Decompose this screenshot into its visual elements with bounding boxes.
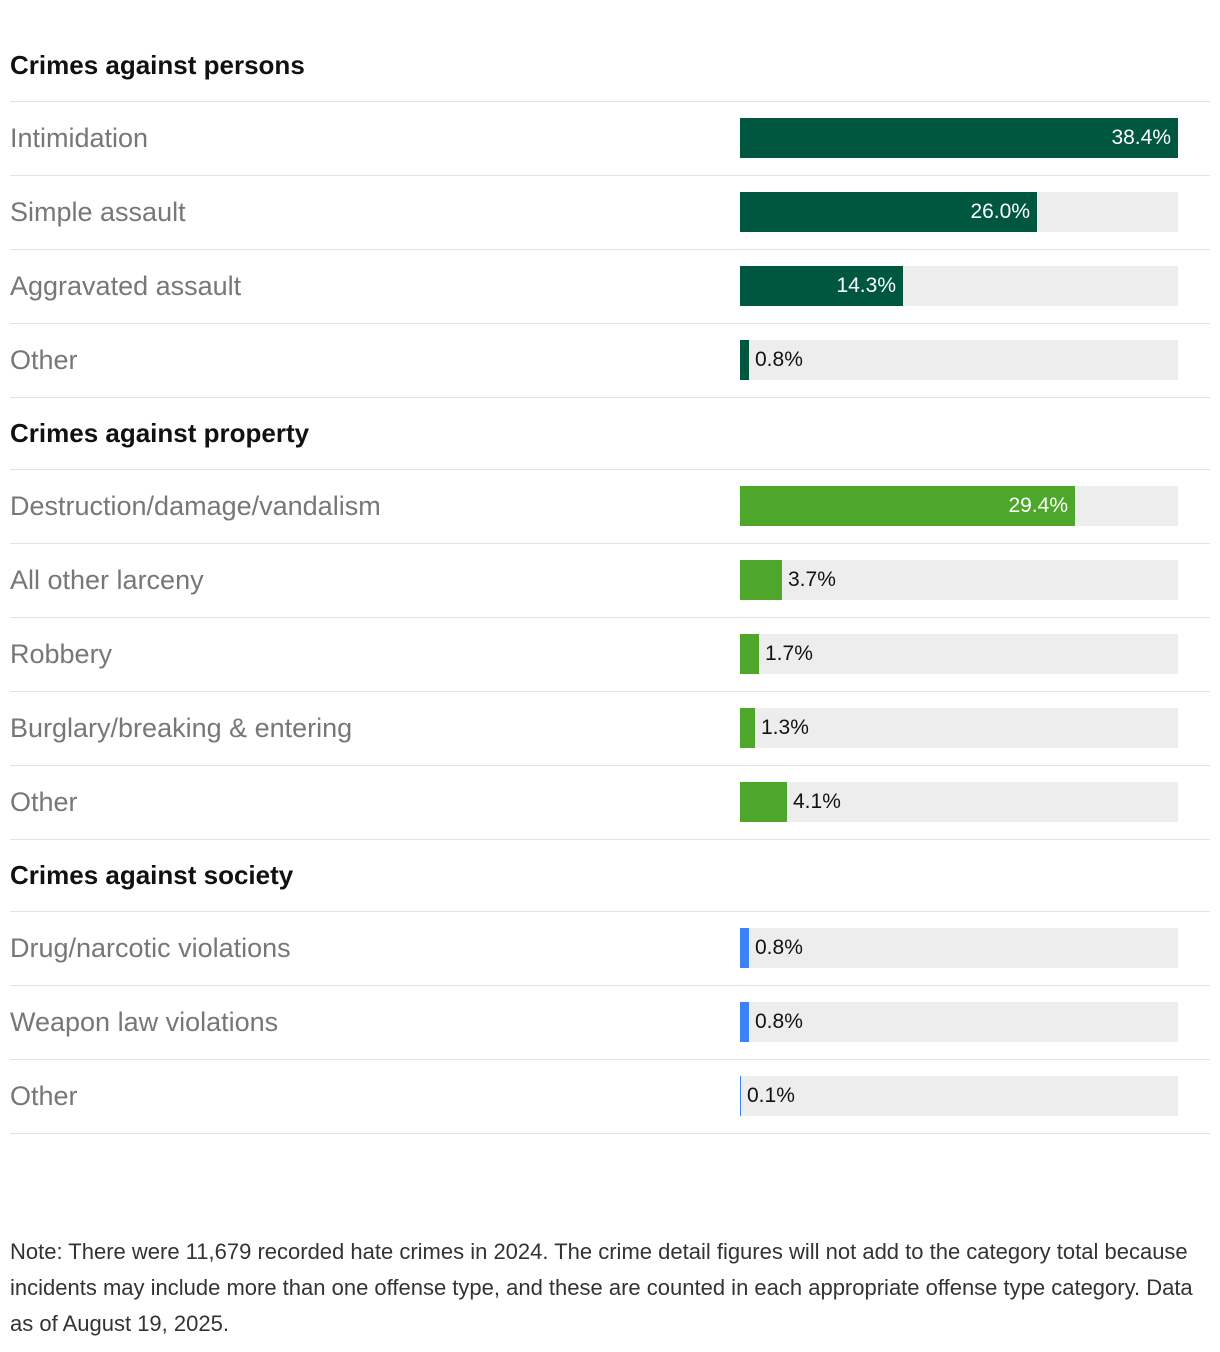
bar-row: Burglary/breaking & entering 1.3% <box>10 692 1210 766</box>
bar-track: 26.0% <box>740 192 1178 232</box>
bar-fill <box>740 928 749 968</box>
bar-row: Intimidation 38.4% <box>10 102 1210 176</box>
bar-fill <box>740 634 759 674</box>
bar-value-label: 29.4% <box>1008 494 1068 517</box>
bar-label: Other <box>10 1081 78 1111</box>
bar-fill <box>740 782 787 822</box>
bar-label: Intimidation <box>10 123 149 153</box>
group-title: Crimes against society <box>10 840 1210 912</box>
bar-value-label: 0.1% <box>747 1084 795 1107</box>
bar-row: Destruction/damage/vandalism 29.4% <box>10 470 1210 544</box>
bar-fill <box>740 340 749 380</box>
bar-chart: Crimes against persons Intimidation 38.4% S… <box>10 30 1210 1134</box>
bar-fill <box>740 266 903 306</box>
bar-track: 4.1% <box>740 782 1178 822</box>
chart-note: Note: There were 11,679 recorded hate cr… <box>10 1239 1193 1336</box>
bar-track: 0.8% <box>740 928 1178 968</box>
group-title: Crimes against persons <box>10 30 1210 102</box>
bar-row: Other 4.1% <box>10 766 1210 840</box>
bar-track: 0.8% <box>740 1002 1178 1042</box>
bar-label: Aggravated assault <box>10 271 242 301</box>
bar-label: Other <box>10 787 78 817</box>
bar-track: 38.4% <box>740 118 1178 158</box>
bar-fill <box>740 708 755 748</box>
bar-label: Other <box>10 345 78 375</box>
bar-track: 1.3% <box>740 708 1178 748</box>
bar-value-label: 26.0% <box>970 200 1030 223</box>
bar-label: All other larceny <box>10 565 204 595</box>
bar-track: 0.8% <box>740 340 1178 380</box>
bar-value-label: 0.8% <box>755 936 803 959</box>
bar-track: 3.7% <box>740 560 1178 600</box>
bar-row: All other larceny 3.7% <box>10 544 1210 618</box>
bar-fill <box>740 1076 741 1116</box>
bar-fill <box>740 1002 749 1042</box>
bar-label: Robbery <box>10 639 113 669</box>
bar-fill <box>740 486 1075 526</box>
bar-value-label: 0.8% <box>755 348 803 371</box>
bar-value-label: 3.7% <box>788 568 836 591</box>
bar-fill <box>740 192 1037 232</box>
bar-label: Burglary/breaking & entering <box>10 713 353 743</box>
bar-label: Weapon law violations <box>10 1007 279 1037</box>
bar-row: Robbery 1.7% <box>10 618 1210 692</box>
bar-value-label: 1.3% <box>761 716 809 739</box>
bar-row: Simple assault 26.0% <box>10 176 1210 250</box>
group-title: Crimes against property <box>10 398 1210 470</box>
bar-track: 14.3% <box>740 266 1178 306</box>
bar-fill <box>740 118 1178 158</box>
bar-row: Drug/narcotic violations 0.8% <box>10 912 1210 986</box>
bar-value-label: 38.4% <box>1111 126 1171 149</box>
bar-track: 1.7% <box>740 634 1178 674</box>
bar-row: Other 0.8% <box>10 324 1210 398</box>
bar-value-label: 0.8% <box>755 1010 803 1033</box>
bar-label: Destruction/damage/vandalism <box>10 491 381 521</box>
bar-row: Weapon law violations 0.8% <box>10 986 1210 1060</box>
bar-row: Other 0.1% <box>10 1060 1210 1134</box>
bar-label: Simple assault <box>10 197 186 227</box>
bar-value-label: 1.7% <box>765 642 813 665</box>
bar-row: Aggravated assault 14.3% <box>10 250 1210 324</box>
bar-value-label: 4.1% <box>793 790 841 813</box>
bar-label: Drug/narcotic violations <box>10 933 291 963</box>
bar-track: 0.1% <box>740 1076 1178 1116</box>
bar-fill <box>740 560 782 600</box>
bar-track: 29.4% <box>740 486 1178 526</box>
bar-value-label: 14.3% <box>836 274 896 297</box>
